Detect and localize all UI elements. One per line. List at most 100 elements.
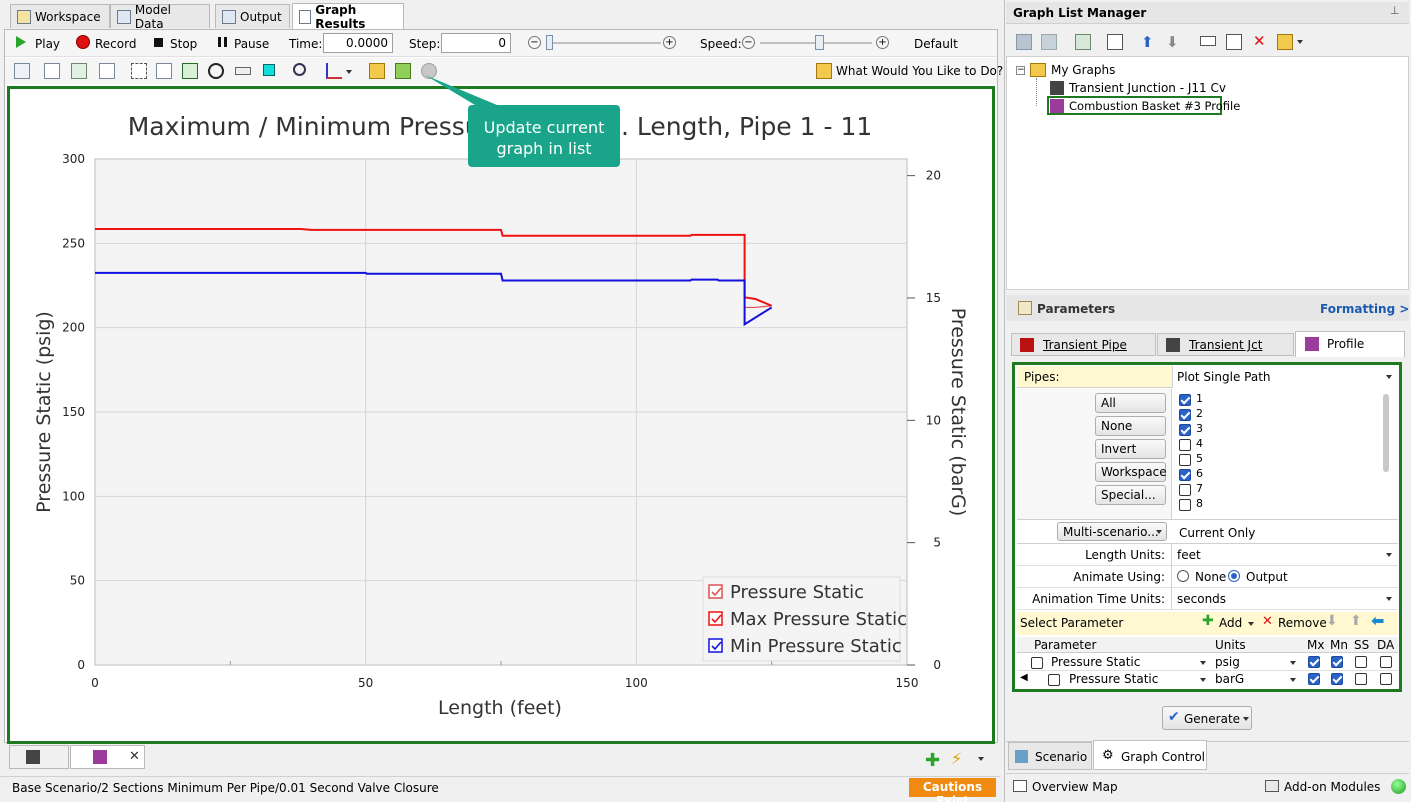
mn-checkbox[interactable] <box>1331 673 1343 685</box>
step-slider-thumb[interactable] <box>546 35 553 50</box>
move-up-folder-icon[interactable] <box>1016 34 1032 50</box>
zoom-text-icon[interactable] <box>131 63 147 79</box>
speed-plus-icon[interactable]: + <box>876 36 889 49</box>
tab-transient-jct[interactable]: Transient Jct <box>1157 333 1294 356</box>
mn-checkbox[interactable] <box>1331 656 1343 668</box>
multi-scenario-dropdown[interactable]: Multi-scenario... <box>1057 522 1167 541</box>
tab-transient-pipe[interactable]: Transient Pipe <box>1011 333 1156 356</box>
workspace-button[interactable]: Workspace <box>1095 462 1167 482</box>
rename-icon[interactable] <box>1200 36 1216 46</box>
add-graph-icon[interactable] <box>369 63 385 79</box>
tree-item-transient-junction[interactable]: Transient Junction - J11 Cv <box>1069 81 1226 95</box>
pipe-list-scrollbar[interactable] <box>1383 394 1389 472</box>
tab-graph-results[interactable]: Graph Results <box>292 3 404 31</box>
special-button[interactable]: Special... <box>1095 485 1166 505</box>
graph-properties-icon[interactable] <box>14 63 30 79</box>
tree-item-selected[interactable] <box>1047 96 1222 115</box>
graph-tab-2[interactable]: ✕ <box>70 745 145 769</box>
crosshair-icon[interactable] <box>208 63 224 79</box>
chevron-down-icon[interactable] <box>1386 597 1392 601</box>
arrow-down-icon[interactable]: ⬇ <box>1166 33 1179 51</box>
pause-icon[interactable] <box>218 37 221 47</box>
new-graph-icon[interactable] <box>1075 34 1091 50</box>
chevron-down-icon[interactable] <box>1290 678 1296 682</box>
play-button[interactable]: Play <box>35 37 61 51</box>
remove-button[interactable]: Remove <box>1278 616 1327 630</box>
chevron-down-icon[interactable] <box>346 70 352 74</box>
pause-button[interactable]: Pause <box>234 37 270 51</box>
folder-icon[interactable] <box>1041 34 1057 50</box>
tree-item-combustion-basket[interactable]: Combustion Basket #3 Profile <box>1069 99 1241 113</box>
stop-button[interactable]: Stop <box>170 37 198 51</box>
help-wizard-icon[interactable] <box>816 63 832 79</box>
arrow-up-icon[interactable]: ⬆ <box>1141 33 1154 51</box>
grid-row-parameter[interactable]: Pressure Static <box>1069 672 1159 686</box>
speed-slider-thumb[interactable] <box>815 35 824 50</box>
chevron-down-icon[interactable] <box>978 757 984 761</box>
graph-tab-1[interactable] <box>9 745 69 769</box>
chevron-down-icon[interactable] <box>1248 622 1254 626</box>
tab-workspace[interactable]: Workspace <box>10 4 110 28</box>
pipe-checkbox[interactable] <box>1179 499 1191 511</box>
mx-checkbox[interactable] <box>1308 673 1320 685</box>
addon-modules-button[interactable]: Add-on Modules <box>1284 780 1381 794</box>
check-icon[interactable] <box>182 63 198 79</box>
chevron-down-icon[interactable] <box>1200 678 1206 682</box>
da-checkbox[interactable] <box>1380 673 1392 685</box>
formatting-link[interactable]: Formatting > <box>1320 302 1410 316</box>
ss-checkbox[interactable] <box>1355 673 1367 685</box>
pipe-checkbox[interactable] <box>1179 484 1191 496</box>
ruler-icon[interactable] <box>235 67 251 75</box>
collapse-icon[interactable]: − <box>1016 65 1025 75</box>
pipe-checkbox[interactable] <box>1179 394 1191 406</box>
chevron-down-icon[interactable] <box>1386 375 1392 379</box>
chevron-down-icon[interactable] <box>1386 553 1392 557</box>
stop-icon[interactable] <box>154 38 163 47</box>
all-button[interactable]: All <box>1095 393 1166 413</box>
ss-checkbox[interactable] <box>1355 656 1367 668</box>
length-units-select[interactable]: feet <box>1177 548 1201 562</box>
row-enable-checkbox[interactable] <box>1048 674 1060 686</box>
cautions-badge[interactable]: Cautions Exist <box>909 778 996 802</box>
time-input[interactable]: 0.0000 <box>323 33 393 53</box>
chevron-down-icon[interactable] <box>1297 40 1303 44</box>
mx-checkbox[interactable] <box>1308 656 1320 668</box>
pin-icon[interactable]: ⊥ <box>1390 4 1400 17</box>
tab-output[interactable]: Output <box>215 4 290 28</box>
add-button[interactable]: Add <box>1219 616 1243 630</box>
grid-row-parameter[interactable]: Pressure Static <box>1051 655 1141 669</box>
overview-map-button[interactable]: Overview Map <box>1032 780 1118 794</box>
close-icon[interactable]: ✕ <box>129 749 140 764</box>
tab-graph-control[interactable]: ⚙ Graph Control <box>1093 740 1207 770</box>
duplicate-icon[interactable] <box>1226 34 1242 50</box>
refresh-icon[interactable] <box>1277 34 1293 50</box>
arrow-left-icon[interactable]: ⬅ <box>1371 611 1385 630</box>
invert-button[interactable]: Invert <box>1095 439 1166 459</box>
tab-profile[interactable]: Profile <box>1295 331 1405 357</box>
animation-time-select[interactable]: seconds <box>1177 592 1227 606</box>
pipe-checkbox[interactable] <box>1179 454 1191 466</box>
animate-output-radio[interactable] <box>1228 570 1240 582</box>
add-icon[interactable]: ✚ <box>1202 613 1214 629</box>
animate-none-radio[interactable] <box>1177 570 1189 582</box>
lightning-icon[interactable]: ⚡ <box>951 749 963 768</box>
pipe-checkbox[interactable] <box>1179 409 1191 421</box>
pipes-select[interactable] <box>1172 366 1398 388</box>
record-button[interactable]: Record <box>95 37 137 51</box>
table-icon[interactable] <box>99 63 115 79</box>
pipe-checkbox[interactable] <box>1179 439 1191 451</box>
chevron-down-icon[interactable] <box>1200 661 1206 665</box>
tab-model-data[interactable]: Model Data <box>110 3 210 31</box>
copy-icon[interactable] <box>44 63 60 79</box>
what-would-you-like-link[interactable]: What Would You Like to Do? <box>836 64 1004 78</box>
remove-icon[interactable]: ✕ <box>1262 614 1273 629</box>
legend-icon[interactable] <box>156 63 172 79</box>
generate-button[interactable]: ✔ Generate <box>1162 706 1252 730</box>
color-box-icon[interactable] <box>263 64 275 76</box>
none-button[interactable]: None <box>1095 416 1166 436</box>
pipe-checkbox[interactable] <box>1179 424 1191 436</box>
speed-minus-icon[interactable]: − <box>742 36 755 49</box>
step-input[interactable]: 0 <box>441 33 511 53</box>
record-icon[interactable] <box>76 35 90 49</box>
pipe-checkbox[interactable] <box>1179 469 1191 481</box>
